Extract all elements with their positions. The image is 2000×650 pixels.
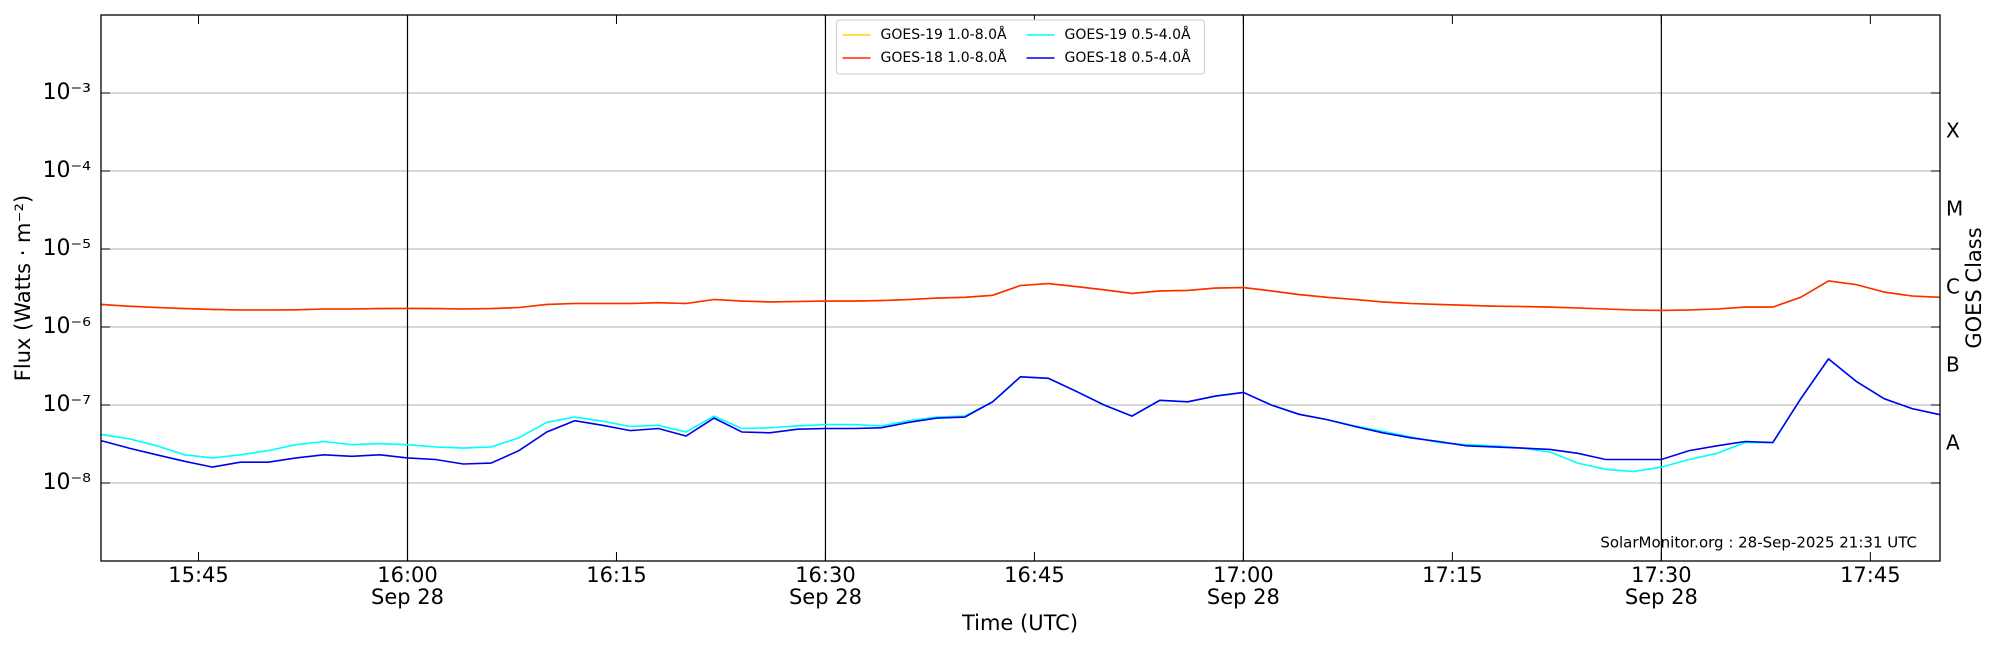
series-line	[100, 357, 1941, 468]
x-tick-date: Sep 28	[1625, 585, 1698, 609]
series-line	[100, 280, 1941, 312]
x-tick-label: 15:45	[168, 563, 229, 587]
legend-label: GOES-18 1.0-8.0Å	[881, 49, 1007, 66]
x-tick-label: 16:15	[586, 563, 647, 587]
legend-label: GOES-18 0.5-4.0Å	[1065, 49, 1191, 66]
x-tick-label: 17:30	[1631, 563, 1692, 587]
x-tick-date: Sep 28	[789, 585, 862, 609]
annotation: SolarMonitor.org : 28-Sep-2025 21:31 UTC	[1600, 534, 1917, 552]
x-tick-label: 16:30	[795, 563, 856, 587]
x-tick-label: 16:45	[1004, 563, 1065, 587]
y-tick-label: 10⁻⁷	[43, 392, 91, 417]
y2-axis-title: GOES Class	[1962, 227, 1986, 348]
y-axis-title: Flux (Watts · m⁻²)	[11, 195, 35, 381]
plot-frame	[100, 14, 1941, 562]
x-tick-label: 17:15	[1422, 563, 1483, 587]
class-label: M	[1946, 197, 1963, 221]
x-axis-title: Time (UTC)	[961, 611, 1078, 635]
y-tick-label: 10⁻⁶	[43, 314, 92, 339]
legend-label: GOES-19 1.0-8.0Å	[881, 26, 1007, 43]
legend-label: GOES-19 0.5-4.0Å	[1065, 26, 1191, 43]
class-label: A	[1946, 431, 1960, 455]
x-tick-label: 17:00	[1213, 563, 1274, 587]
legend-box	[836, 19, 1205, 75]
y-tick-label: 10⁻⁴	[43, 158, 92, 183]
y-tick-label: 10⁻⁸	[43, 470, 92, 495]
y-tick-label: 10⁻³	[43, 80, 91, 105]
y-tick-label: 10⁻⁵	[43, 236, 91, 261]
class-label: X	[1946, 119, 1960, 143]
x-tick-label: 16:00	[377, 563, 438, 587]
x-tick-date: Sep 28	[1207, 585, 1280, 609]
class-label: B	[1946, 353, 1960, 377]
x-tick-label: 17:45	[1840, 563, 1901, 587]
class-label: C	[1946, 275, 1960, 299]
x-tick-date: Sep 28	[371, 585, 444, 609]
